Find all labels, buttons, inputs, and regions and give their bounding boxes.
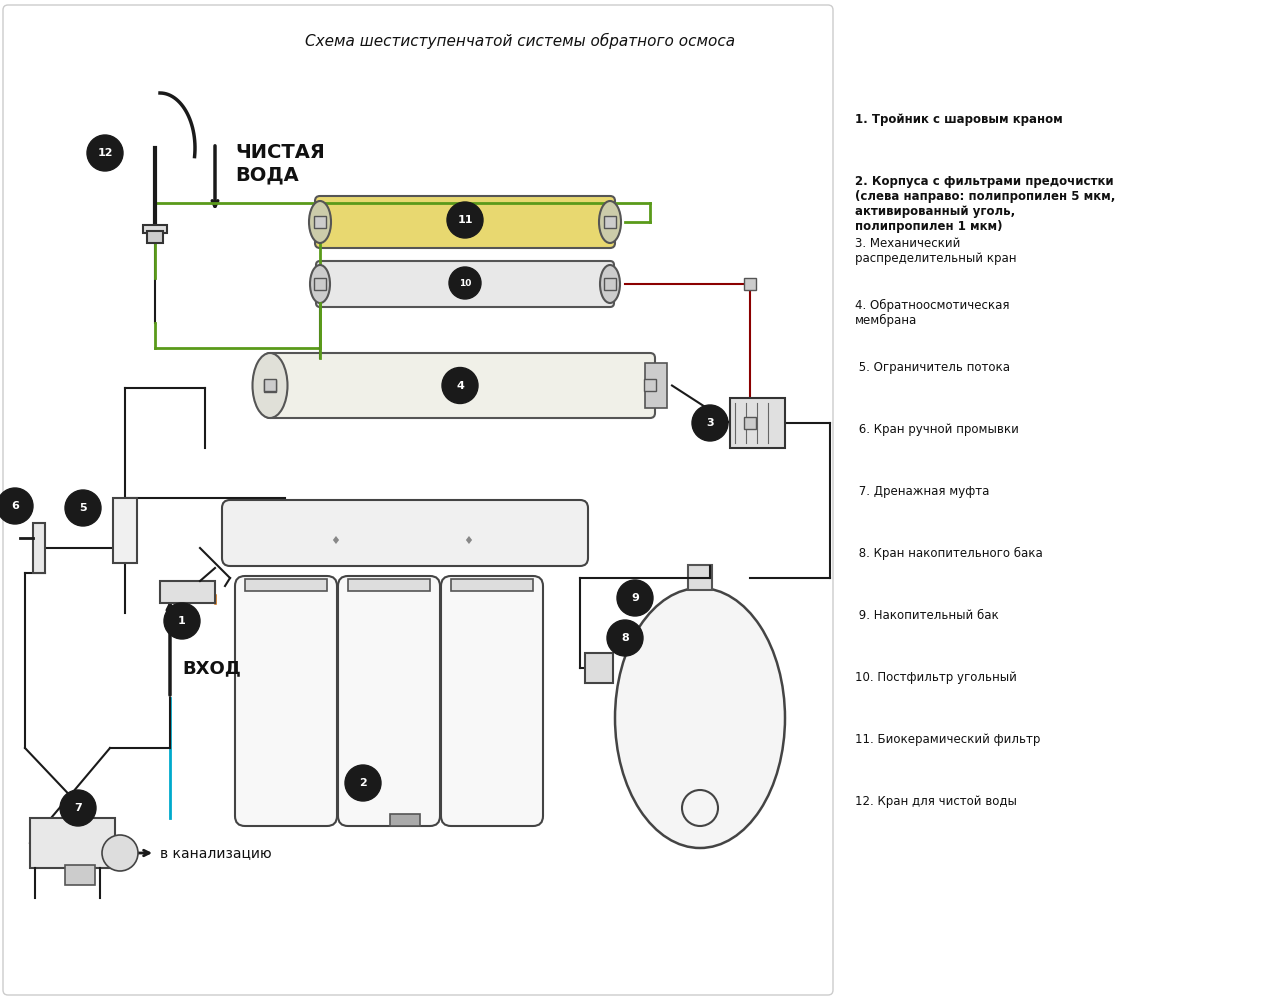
Bar — [744, 278, 756, 290]
Circle shape — [65, 490, 101, 526]
Text: 4: 4 — [456, 380, 463, 390]
Text: 8: 8 — [621, 633, 628, 643]
Bar — [348, 579, 430, 591]
Text: 12: 12 — [97, 148, 113, 158]
Bar — [33, 523, 45, 573]
Text: 4. Обратноосмотическая
мембрана: 4. Обратноосмотическая мембрана — [855, 299, 1010, 327]
Bar — [113, 498, 137, 563]
Circle shape — [0, 488, 33, 524]
FancyBboxPatch shape — [316, 261, 614, 307]
Circle shape — [449, 267, 481, 299]
Bar — [314, 278, 326, 290]
Text: 9: 9 — [631, 593, 639, 603]
Bar — [29, 818, 115, 868]
Bar — [689, 565, 712, 590]
Text: 12. Кран для чистой воды: 12. Кран для чистой воды — [855, 795, 1016, 808]
Circle shape — [607, 620, 643, 656]
Text: 3: 3 — [707, 418, 714, 428]
Text: 1: 1 — [178, 616, 186, 626]
Text: 5. Ограничитель потока: 5. Ограничитель потока — [855, 361, 1010, 374]
Text: 11. Биокерамический фильтр: 11. Биокерамический фильтр — [855, 733, 1041, 746]
Text: 11: 11 — [457, 215, 472, 225]
Text: в канализацию: в канализацию — [160, 846, 271, 860]
Bar — [645, 363, 667, 408]
Text: 6. Кран ручной промывки: 6. Кран ручной промывки — [855, 423, 1019, 436]
Bar — [744, 417, 756, 429]
Text: 1. Тройник с шаровым краном: 1. Тройник с шаровым краном — [855, 113, 1062, 126]
Text: 3. Механический
распределительный кран: 3. Механический распределительный кран — [855, 237, 1016, 265]
Text: ♦: ♦ — [463, 536, 474, 546]
Ellipse shape — [310, 265, 330, 303]
Ellipse shape — [600, 265, 620, 303]
Circle shape — [102, 835, 138, 871]
Circle shape — [60, 790, 96, 826]
FancyBboxPatch shape — [315, 196, 614, 248]
Ellipse shape — [614, 588, 785, 848]
Circle shape — [617, 580, 653, 616]
FancyBboxPatch shape — [221, 500, 588, 566]
Circle shape — [87, 135, 123, 171]
Bar — [390, 814, 420, 826]
Bar — [451, 579, 532, 591]
Text: Схема шестиступенчатой системы обратного осмоса: Схема шестиступенчатой системы обратного… — [305, 33, 735, 49]
Text: 10: 10 — [457, 279, 472, 289]
Bar — [604, 216, 616, 228]
FancyBboxPatch shape — [265, 353, 655, 418]
Circle shape — [346, 765, 381, 801]
Text: 2: 2 — [360, 778, 367, 788]
Text: 10. Постфильтр угольный: 10. Постфильтр угольный — [855, 671, 1016, 684]
Bar — [264, 380, 276, 392]
Circle shape — [447, 202, 483, 238]
Ellipse shape — [308, 201, 332, 243]
Bar — [65, 865, 95, 885]
Text: 5: 5 — [79, 503, 87, 513]
Ellipse shape — [252, 353, 288, 418]
Text: 7. Дренажная муфта: 7. Дренажная муфта — [855, 485, 989, 498]
Text: ВХОД: ВХОД — [182, 659, 241, 677]
Circle shape — [692, 405, 728, 441]
Bar — [730, 398, 785, 448]
Text: 6: 6 — [12, 501, 19, 511]
Bar — [143, 225, 166, 233]
Text: 7: 7 — [74, 803, 82, 813]
Text: 8. Кран накопительного бака: 8. Кран накопительного бака — [855, 547, 1043, 560]
FancyBboxPatch shape — [236, 576, 337, 826]
Circle shape — [442, 367, 477, 403]
Bar — [147, 231, 163, 243]
Text: 9. Накопительный бак: 9. Накопительный бак — [855, 609, 998, 622]
Text: 10: 10 — [458, 278, 471, 287]
Circle shape — [164, 603, 200, 639]
FancyBboxPatch shape — [338, 576, 440, 826]
Bar — [160, 581, 215, 603]
Bar — [604, 278, 616, 290]
Bar — [264, 379, 276, 391]
Text: ♦: ♦ — [330, 536, 340, 546]
FancyBboxPatch shape — [442, 576, 543, 826]
Bar — [314, 216, 326, 228]
Bar — [244, 579, 326, 591]
Bar — [585, 653, 613, 683]
Bar — [644, 379, 657, 391]
Text: 2. Корпуса с фильтрами предочистки
(слева направо: полипропилен 5 мкм,
активиров: 2. Корпуса с фильтрами предочистки (слев… — [855, 175, 1115, 233]
Ellipse shape — [599, 201, 621, 243]
Text: ЧИСТАЯ
ВОДА: ЧИСТАЯ ВОДА — [236, 143, 325, 184]
